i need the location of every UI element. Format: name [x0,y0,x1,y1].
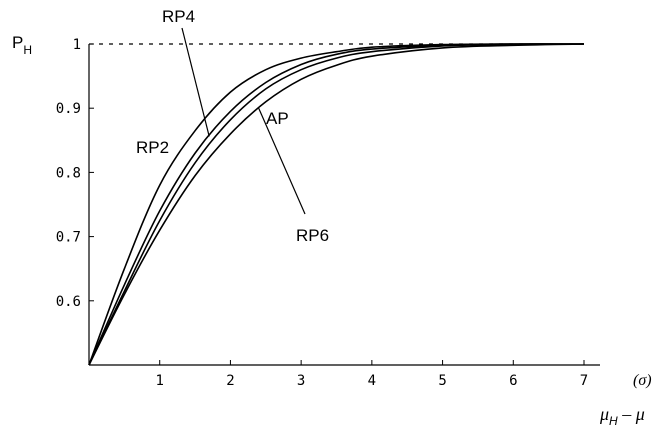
x-tick-label: 1 [155,373,163,389]
y-axis-title: PH [12,33,32,57]
x-tick-label: 2 [226,373,234,389]
x-axis-title-main: μ [599,404,609,424]
leader-line-rp6 [258,107,306,215]
x-tick-label: 4 [368,373,376,389]
curve-label-ap: AP [266,109,289,128]
leader-line-rp4 [181,27,210,137]
y-tick-label: 0.8 [56,165,81,181]
y-tick-label: 0.9 [56,101,81,117]
y-axis-title-main: P [12,33,23,52]
series-line-rp4 [88,43,585,366]
curve-label-rp2: RP2 [136,138,169,157]
x-tick-label: 6 [509,373,517,389]
y-tick-label: 1 [73,37,81,53]
series-line-ap [88,43,585,366]
y-tick-label: 0.7 [56,230,81,246]
x-axis-title-rest: – μ [618,404,645,424]
curve-label-rp6: RP6 [296,226,329,245]
y-tick-label: 0.6 [56,294,81,310]
series-line-rp6 [88,43,585,366]
y-axis-title-sub: H [23,43,32,57]
x-tick-label: 7 [580,373,588,389]
x-tick-label: 3 [297,373,305,389]
x-axis-title: μH – μ [599,404,645,427]
x-axis-unit: (σ) [633,372,652,389]
x-tick-label: 5 [438,373,446,389]
x-axis-title-sub: H [609,414,618,427]
curve-label-rp4: RP4 [162,7,195,26]
